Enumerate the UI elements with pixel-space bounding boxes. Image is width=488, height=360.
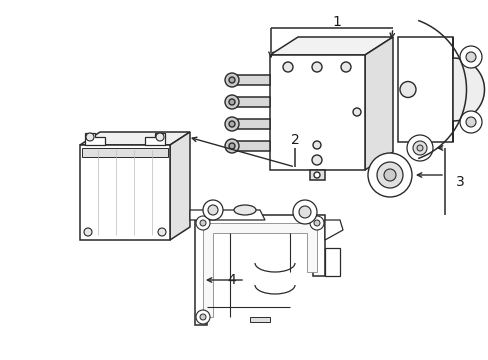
Circle shape <box>156 133 163 141</box>
Circle shape <box>465 117 475 127</box>
Circle shape <box>228 121 235 127</box>
Text: 3: 3 <box>455 175 464 189</box>
Circle shape <box>312 141 320 149</box>
Polygon shape <box>231 97 269 107</box>
Circle shape <box>465 52 475 62</box>
Polygon shape <box>325 220 342 240</box>
Ellipse shape <box>234 205 256 215</box>
Circle shape <box>298 206 310 218</box>
Circle shape <box>207 205 218 215</box>
Circle shape <box>352 108 360 116</box>
Polygon shape <box>80 145 170 240</box>
Circle shape <box>228 143 235 149</box>
Circle shape <box>459 46 481 68</box>
Polygon shape <box>269 37 392 55</box>
Circle shape <box>86 133 94 141</box>
Circle shape <box>367 153 411 197</box>
Polygon shape <box>269 55 364 170</box>
Circle shape <box>459 111 481 133</box>
Circle shape <box>196 310 209 324</box>
Polygon shape <box>145 133 164 145</box>
Text: 1: 1 <box>332 15 341 29</box>
Circle shape <box>224 73 239 87</box>
Polygon shape <box>82 148 168 157</box>
Circle shape <box>200 314 205 320</box>
Circle shape <box>340 62 350 72</box>
Circle shape <box>311 62 321 72</box>
Polygon shape <box>231 141 269 151</box>
Circle shape <box>224 95 239 109</box>
Polygon shape <box>249 317 269 322</box>
Circle shape <box>196 216 209 230</box>
Polygon shape <box>309 170 325 180</box>
Polygon shape <box>195 215 325 325</box>
Circle shape <box>84 228 92 236</box>
Circle shape <box>228 99 235 105</box>
Circle shape <box>311 155 321 165</box>
Circle shape <box>200 220 205 226</box>
Text: 4: 4 <box>227 273 236 287</box>
Circle shape <box>383 169 395 181</box>
Circle shape <box>292 200 316 224</box>
Text: 2: 2 <box>290 133 299 147</box>
Polygon shape <box>190 210 264 220</box>
Polygon shape <box>397 37 452 142</box>
Circle shape <box>228 77 235 83</box>
Circle shape <box>412 141 426 155</box>
Circle shape <box>309 216 324 230</box>
Polygon shape <box>170 132 190 240</box>
Circle shape <box>283 62 292 72</box>
Circle shape <box>313 172 319 178</box>
Circle shape <box>313 220 319 226</box>
Polygon shape <box>203 223 316 317</box>
Circle shape <box>376 162 402 188</box>
Circle shape <box>224 139 239 153</box>
Circle shape <box>158 228 165 236</box>
Polygon shape <box>231 75 269 85</box>
Circle shape <box>203 200 223 220</box>
Circle shape <box>399 81 415 98</box>
Circle shape <box>406 135 432 161</box>
Polygon shape <box>364 37 392 170</box>
Polygon shape <box>325 248 339 275</box>
Polygon shape <box>80 132 190 145</box>
Circle shape <box>416 145 422 151</box>
Polygon shape <box>85 133 105 145</box>
Polygon shape <box>452 37 484 142</box>
Polygon shape <box>231 119 269 129</box>
Circle shape <box>224 117 239 131</box>
